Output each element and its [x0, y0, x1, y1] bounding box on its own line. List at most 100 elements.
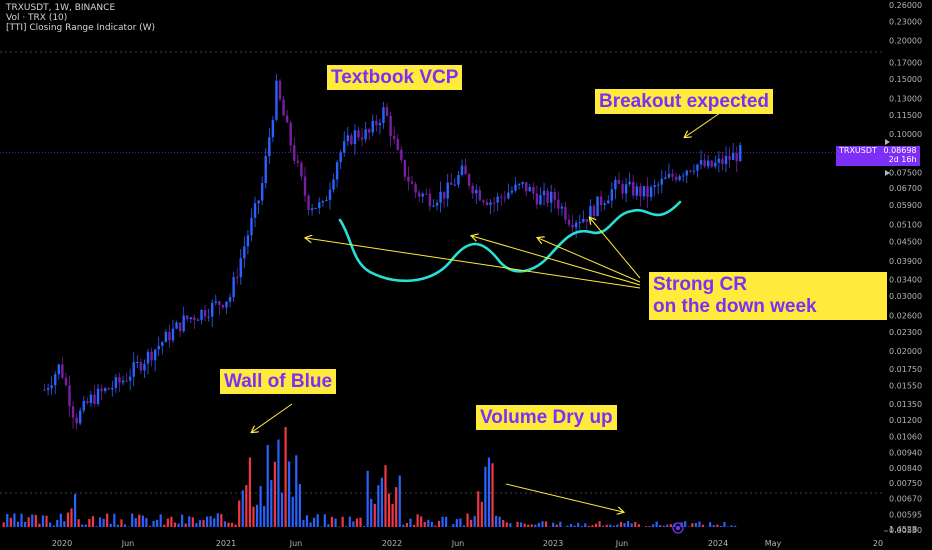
volume-bar: [484, 466, 487, 527]
volume-bar: [666, 524, 669, 527]
candle-body: [475, 189, 478, 194]
volume-bar: [712, 525, 715, 527]
volume-bar: [81, 524, 84, 527]
candle-body: [189, 317, 193, 320]
x-tick-label: 2022: [382, 539, 402, 548]
volume-bar: [619, 521, 623, 527]
candle-body: [739, 145, 742, 162]
candle-body: [639, 186, 642, 197]
volume-bar: [466, 513, 469, 527]
volume-bar: [473, 515, 476, 527]
candle-body: [325, 199, 328, 201]
volume-bar: [637, 524, 640, 527]
candle-body: [186, 315, 189, 320]
candle-body: [203, 310, 207, 317]
y-tick-label: 0.01550: [889, 381, 922, 390]
candle-body: [360, 137, 364, 140]
volume-bar: [691, 523, 694, 527]
volume-bar: [280, 492, 284, 527]
x-tick-label: 2021: [216, 539, 236, 548]
volume-bar: [384, 465, 387, 527]
candle-body: [485, 201, 489, 206]
volume-bar: [391, 503, 394, 527]
legend-symbol: TRXUSDT, 1W, BINANCE: [6, 3, 116, 13]
candle-body: [521, 182, 524, 185]
volume-bar: [416, 514, 419, 527]
candle-body: [439, 191, 442, 203]
scale-marker-icon: [885, 170, 890, 176]
x-tick-label: Jun: [615, 539, 629, 548]
volume-bar: [480, 501, 483, 527]
volume-bar: [370, 498, 373, 527]
y-tick-label: 0.03900: [889, 257, 922, 266]
volume-bar: [569, 524, 573, 527]
volume-bar: [669, 524, 673, 527]
candle-body: [178, 322, 182, 332]
y-tick-label: 0.03400: [889, 275, 922, 284]
volume-bar: [188, 516, 191, 527]
candle-body: [681, 175, 685, 177]
legend-volume: Vol · TRX (10): [6, 13, 68, 23]
volume-bar: [56, 519, 59, 527]
volume-bar: [131, 513, 134, 527]
volume-bar: [519, 522, 523, 527]
volume-bar: [684, 521, 687, 527]
volume-bar: [387, 493, 391, 527]
candle-body: [603, 203, 606, 206]
candle-body: [525, 182, 528, 192]
volume-bar: [273, 461, 276, 527]
volume-bar: [434, 525, 437, 527]
volume-bar: [544, 521, 548, 527]
volume-bar: [241, 490, 244, 527]
candle-body: [596, 196, 599, 217]
y-tick-label: 0.20000: [889, 36, 922, 45]
candle-body: [617, 179, 621, 184]
volume-bar: [202, 520, 205, 527]
candle-body: [717, 158, 721, 163]
x-tick-label: Jun: [121, 539, 135, 548]
volume-bar: [602, 525, 605, 527]
candle-body: [368, 129, 371, 133]
candle-body: [442, 191, 446, 199]
volume-bar: [345, 526, 348, 527]
y-tick-label: 0.02000: [889, 347, 922, 356]
candle-body: [514, 184, 517, 191]
candle-body: [478, 189, 482, 201]
volume-bar: [380, 477, 384, 527]
last-price-value: 0.08698: [883, 146, 917, 155]
candle-body: [649, 187, 653, 198]
candle-body: [293, 145, 296, 161]
annotation-strong-cr-line2: on the down week: [653, 295, 817, 317]
volume-bar: [709, 522, 712, 527]
candle-body: [699, 160, 703, 165]
candle-body: [735, 153, 738, 162]
candle-body: [246, 235, 250, 247]
x-tick-label: May: [765, 539, 782, 548]
candle-body: [371, 120, 374, 133]
candle-body: [607, 200, 610, 204]
volume-bar: [95, 526, 98, 527]
y-tick-label: 0.11500: [889, 111, 922, 120]
volume-bar: [430, 521, 433, 527]
volume-bar: [13, 513, 16, 527]
y-tick-label: 0.00940: [889, 449, 922, 458]
candle-body: [139, 362, 143, 371]
candle-body: [71, 406, 75, 418]
volume-bar: [120, 519, 123, 527]
wall-of-blue-arrow: [252, 403, 293, 432]
y-tick-label: 0.06700: [889, 184, 922, 193]
volume-bar: [644, 526, 648, 527]
volume-bar: [577, 522, 580, 527]
volume-bar: [181, 514, 184, 527]
candle-body: [318, 202, 321, 208]
volume-bar: [216, 513, 219, 527]
volume-bar: [494, 515, 498, 527]
candle-body: [706, 160, 710, 167]
volume-bar: [177, 523, 180, 527]
candle-body: [128, 376, 132, 381]
volume-bar: [334, 518, 337, 527]
volume-bar: [366, 470, 369, 527]
volume-bar: [630, 523, 633, 527]
volume-bar: [106, 513, 109, 527]
